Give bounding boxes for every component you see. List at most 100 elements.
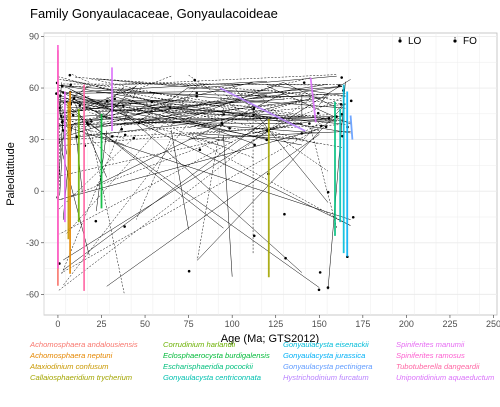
occurrence-link — [188, 74, 329, 172]
occurrence-link — [188, 133, 302, 140]
occurrence-link — [75, 101, 311, 126]
x-tick-label: 125 — [268, 319, 283, 329]
occurrence-point — [86, 123, 90, 126]
occurrence-link — [113, 96, 189, 118]
occurrence-point — [195, 91, 199, 95]
occurrence-link — [57, 74, 337, 88]
occurrence-link — [136, 87, 189, 124]
occurrence-point — [265, 138, 269, 142]
occurrence-link — [223, 91, 346, 105]
occurrence-link — [57, 91, 268, 140]
occurrence-point — [105, 99, 109, 103]
occurrence-link — [57, 97, 342, 148]
legend-entry: Gonyaulacysta eisenackii — [283, 340, 369, 349]
legend-fo-marker — [453, 39, 457, 43]
occurrence-link — [327, 81, 346, 290]
occurrence-link — [61, 90, 137, 275]
occurrence-link — [59, 135, 64, 196]
occurrence-point — [61, 129, 65, 132]
occurrence-point — [351, 215, 355, 219]
occurrence-point — [222, 113, 226, 116]
occurrence-link — [57, 123, 189, 140]
occurrence-point — [284, 256, 287, 260]
occurrence-link — [59, 102, 285, 120]
occurrence-link — [231, 84, 329, 203]
occurrence-link — [57, 78, 342, 121]
occurrence-point — [90, 120, 93, 123]
x-tick-label: 0 — [55, 319, 60, 329]
occurrence-point — [69, 83, 73, 87]
occurrence-link — [59, 124, 351, 220]
occurrence-link — [153, 77, 311, 117]
occurrence-link — [124, 75, 172, 95]
occurrence-link — [57, 121, 302, 177]
species-legend: Achomosphaera andalousiensis Achomosphae… — [30, 337, 500, 407]
occurrence-point — [60, 120, 64, 124]
occurrence-point — [327, 116, 331, 120]
occurrence-link — [75, 113, 320, 288]
occurrence-point — [302, 81, 306, 84]
occurrence-point — [120, 127, 123, 131]
occurrence-link — [170, 130, 189, 230]
x-axis-label: Age (Ma; GTS2012) — [221, 333, 319, 345]
occurrence-point — [85, 121, 89, 124]
occurrence-point — [339, 103, 343, 106]
occurrence-link — [96, 85, 137, 126]
occurrence-point — [326, 190, 330, 194]
legend-lo-marker — [398, 39, 402, 43]
occurrence-link — [75, 105, 224, 147]
occurrence-link — [61, 138, 224, 200]
x-axis-ticks: 0 25 50 75 100 125 150 175 200 225 250 — [55, 315, 500, 329]
y-tick-label: -60 — [26, 289, 39, 299]
occurrence-link — [266, 84, 346, 97]
occurrence-link — [124, 82, 320, 86]
y-axis-ticks: -60 -30 0 30 60 90 — [26, 31, 44, 299]
occurrence-link — [96, 78, 268, 95]
x-tick-label: 150 — [312, 319, 327, 329]
occurrence-link — [57, 86, 137, 120]
occurrence-link — [71, 126, 125, 139]
occurrence-link — [71, 74, 90, 83]
occurrence-point — [132, 136, 136, 140]
occurrence-point — [75, 135, 79, 139]
legend-entry: Gonyaulacysta pectinigera — [283, 362, 373, 371]
occurrence-point — [168, 106, 172, 109]
occurrence-point — [187, 269, 191, 273]
occurrence-link — [197, 134, 233, 143]
occurrence-point — [110, 135, 114, 138]
occurrence-link — [232, 98, 311, 121]
occurrence-link — [57, 76, 320, 145]
legend-entry: Gonyaulacysta centriconnata — [163, 373, 261, 382]
occurrence-link — [252, 89, 285, 121]
occurrence-point — [195, 95, 198, 98]
y-tick-label: 30 — [29, 135, 39, 145]
grid — [43, 33, 497, 315]
occurrence-point — [123, 225, 126, 228]
y-tick-label: 0 — [34, 186, 39, 196]
occurrence-link — [253, 92, 346, 99]
legend-entry: Achomosphaera neptuni — [30, 351, 113, 360]
occurrence-point — [193, 78, 197, 82]
series-line — [349, 115, 354, 140]
occurrence-point — [94, 219, 98, 223]
occurrence-link — [57, 122, 76, 145]
y-tick-label: -30 — [26, 238, 39, 248]
occurrence-link — [71, 101, 329, 119]
x-tick-label: 75 — [184, 319, 194, 329]
legend-entry: Corrudinium harlandii — [163, 340, 236, 349]
legend-entry: Achomosphaera andalousiensis — [30, 340, 138, 349]
occurrence-link — [63, 80, 268, 94]
occurrence-link — [124, 122, 302, 124]
occurrence-link — [66, 85, 198, 234]
legend-entry: Eclosphaerocysta burdigalensis — [163, 351, 270, 360]
occurrence-link — [75, 76, 346, 97]
occurrence-link — [253, 92, 285, 94]
occurrence-point — [78, 104, 82, 107]
occurrence-point — [198, 148, 202, 152]
occurrence-link — [57, 84, 351, 134]
occurrence-link — [136, 86, 342, 114]
occurrence-link — [61, 100, 224, 229]
occurrence-link — [106, 86, 125, 105]
occurrence-point — [300, 132, 304, 135]
